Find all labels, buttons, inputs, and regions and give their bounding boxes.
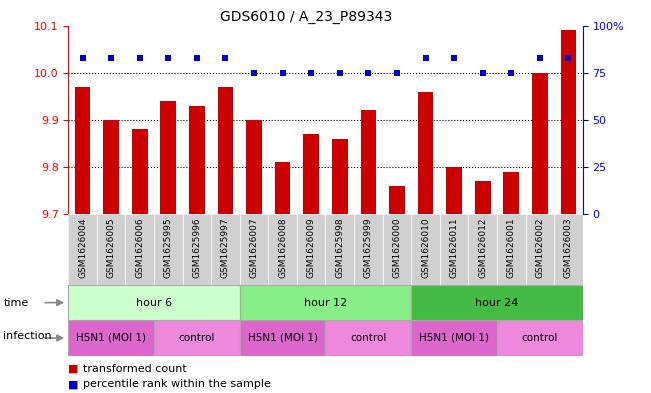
Bar [68, 214, 97, 285]
Text: GSM1626000: GSM1626000 [393, 218, 402, 278]
Bar [97, 214, 126, 285]
Bar [446, 167, 462, 214]
Bar [326, 320, 411, 356]
Point [363, 70, 374, 76]
Point [449, 55, 459, 61]
Bar [503, 172, 519, 214]
Point [220, 55, 230, 61]
Bar [240, 285, 411, 320]
Point [306, 70, 316, 76]
Bar [154, 214, 183, 285]
Point [277, 70, 288, 76]
Bar [297, 214, 326, 285]
Bar [468, 214, 497, 285]
Text: control: control [521, 333, 558, 343]
Bar [411, 320, 497, 356]
Text: time: time [3, 298, 29, 308]
Point [77, 55, 88, 61]
Point [135, 55, 145, 61]
Text: GSM1626012: GSM1626012 [478, 218, 487, 278]
Bar [554, 214, 583, 285]
Bar [189, 106, 205, 214]
Text: GSM1626011: GSM1626011 [450, 218, 458, 278]
Bar [75, 87, 90, 214]
Bar [246, 120, 262, 214]
Text: GSM1626006: GSM1626006 [135, 218, 145, 278]
Text: infection: infection [3, 331, 52, 341]
Bar [161, 101, 176, 214]
Bar [154, 320, 240, 356]
Bar [275, 162, 290, 214]
Text: GSM1626005: GSM1626005 [107, 218, 116, 278]
Bar [104, 120, 119, 214]
Text: H5N1 (MOI 1): H5N1 (MOI 1) [247, 333, 318, 343]
Bar [68, 285, 240, 320]
Bar [383, 214, 411, 285]
Bar [132, 129, 148, 214]
Bar [217, 87, 233, 214]
Text: GDS6010 / A_23_P89343: GDS6010 / A_23_P89343 [220, 10, 392, 24]
Bar [411, 214, 440, 285]
Point [335, 70, 345, 76]
Text: GSM1625996: GSM1625996 [193, 218, 201, 278]
Bar [326, 214, 354, 285]
Point [534, 55, 545, 61]
Bar [497, 320, 583, 356]
Text: GSM1625997: GSM1625997 [221, 218, 230, 278]
Point [563, 55, 574, 61]
Text: GSM1626007: GSM1626007 [249, 218, 258, 278]
Bar [68, 320, 154, 356]
Point [421, 55, 431, 61]
Text: transformed count: transformed count [83, 364, 186, 374]
Text: percentile rank within the sample: percentile rank within the sample [83, 379, 271, 389]
Bar [411, 285, 583, 320]
Bar [183, 214, 211, 285]
Bar [211, 214, 240, 285]
Text: H5N1 (MOI 1): H5N1 (MOI 1) [419, 333, 489, 343]
Bar [389, 186, 405, 214]
Text: GSM1625998: GSM1625998 [335, 218, 344, 278]
Bar [475, 181, 490, 214]
Text: GSM1626003: GSM1626003 [564, 218, 573, 278]
Bar [332, 139, 348, 214]
Text: GSM1626004: GSM1626004 [78, 218, 87, 278]
Bar [361, 110, 376, 214]
Bar [240, 214, 268, 285]
Text: GSM1626009: GSM1626009 [307, 218, 316, 278]
Text: ■: ■ [68, 379, 79, 389]
Text: GSM1626001: GSM1626001 [506, 218, 516, 278]
Bar [440, 214, 468, 285]
Bar [525, 214, 554, 285]
Text: control: control [350, 333, 387, 343]
Bar [354, 214, 383, 285]
Text: hour 24: hour 24 [475, 298, 519, 308]
Text: ■: ■ [68, 364, 79, 374]
Bar [532, 73, 547, 214]
Text: GSM1625999: GSM1625999 [364, 218, 373, 278]
Text: GSM1626002: GSM1626002 [535, 218, 544, 278]
Bar [561, 30, 576, 214]
Point [249, 70, 259, 76]
Point [191, 55, 202, 61]
Point [506, 70, 516, 76]
Point [477, 70, 488, 76]
Text: hour 6: hour 6 [136, 298, 172, 308]
Point [163, 55, 174, 61]
Point [392, 70, 402, 76]
Bar [126, 214, 154, 285]
Bar [497, 214, 525, 285]
Text: control: control [179, 333, 215, 343]
Text: GSM1626008: GSM1626008 [278, 218, 287, 278]
Bar [303, 134, 319, 214]
Text: GSM1626010: GSM1626010 [421, 218, 430, 278]
Bar [418, 92, 434, 214]
Text: hour 12: hour 12 [304, 298, 347, 308]
Text: H5N1 (MOI 1): H5N1 (MOI 1) [76, 333, 146, 343]
Bar [268, 214, 297, 285]
Bar [240, 320, 326, 356]
Text: GSM1625995: GSM1625995 [164, 218, 173, 278]
Point [106, 55, 117, 61]
